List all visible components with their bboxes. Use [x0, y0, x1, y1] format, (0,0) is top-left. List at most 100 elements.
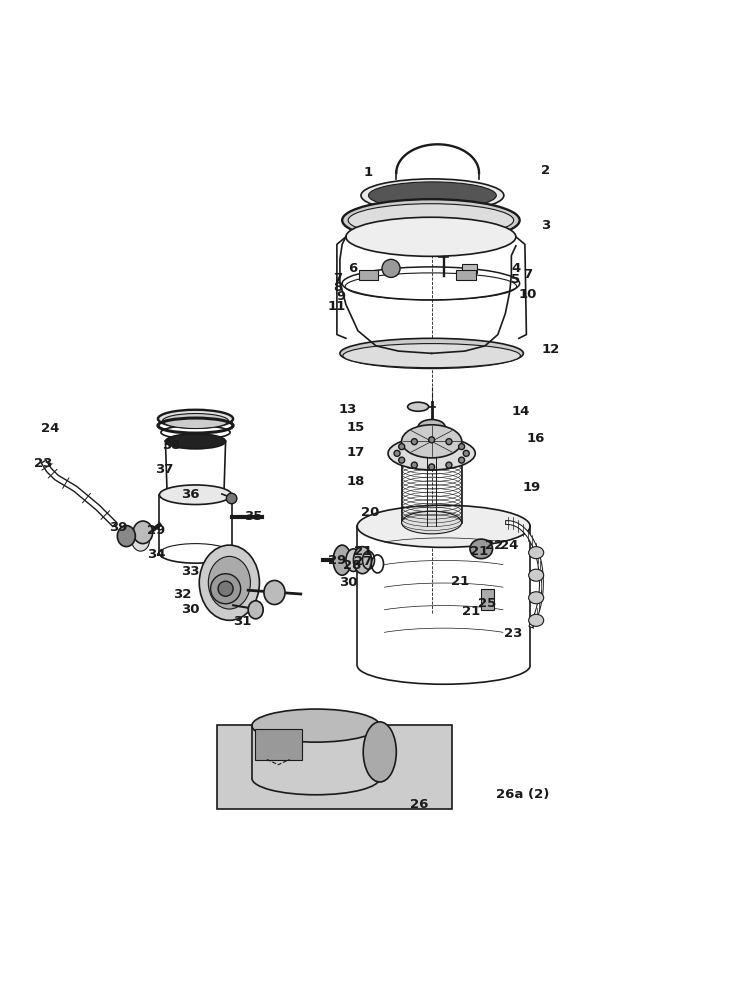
Text: 21: 21 [470, 545, 488, 558]
Circle shape [429, 464, 435, 470]
Ellipse shape [418, 420, 445, 435]
Ellipse shape [402, 511, 462, 534]
Text: 27: 27 [354, 555, 372, 568]
Ellipse shape [408, 402, 429, 411]
Text: 4: 4 [511, 262, 520, 275]
Ellipse shape [402, 447, 462, 470]
Text: 36: 36 [180, 488, 199, 501]
Text: 5: 5 [511, 273, 520, 286]
Circle shape [399, 457, 405, 463]
Ellipse shape [167, 486, 224, 499]
Text: 29: 29 [147, 524, 165, 537]
Ellipse shape [368, 182, 496, 209]
Text: 7: 7 [523, 268, 532, 281]
Ellipse shape [208, 556, 250, 609]
Text: 37: 37 [155, 463, 173, 476]
Circle shape [463, 450, 469, 456]
Ellipse shape [342, 199, 520, 241]
Text: 20: 20 [362, 506, 380, 519]
Text: 33: 33 [180, 565, 199, 578]
Circle shape [394, 450, 400, 456]
Text: 14: 14 [511, 405, 529, 418]
Circle shape [446, 462, 452, 468]
Ellipse shape [340, 338, 523, 368]
Ellipse shape [529, 569, 544, 581]
Text: 8: 8 [333, 281, 342, 294]
Ellipse shape [529, 614, 544, 626]
Circle shape [399, 444, 405, 450]
Ellipse shape [346, 217, 516, 256]
Text: 15: 15 [347, 421, 365, 434]
Text: 30: 30 [180, 603, 199, 616]
Ellipse shape [348, 204, 514, 237]
FancyBboxPatch shape [481, 589, 494, 610]
Text: 29: 29 [328, 554, 346, 567]
Text: 39: 39 [110, 521, 128, 534]
Text: 12: 12 [541, 343, 559, 356]
Text: 16: 16 [526, 432, 544, 445]
Circle shape [459, 457, 465, 463]
Ellipse shape [165, 434, 226, 449]
Ellipse shape [363, 722, 396, 782]
Ellipse shape [158, 410, 233, 428]
Ellipse shape [388, 437, 475, 470]
Ellipse shape [264, 580, 285, 605]
Text: 32: 32 [174, 587, 192, 600]
Text: 11: 11 [328, 300, 346, 313]
Text: 31: 31 [234, 615, 252, 628]
Text: 38: 38 [162, 439, 180, 452]
Text: 24: 24 [41, 422, 59, 435]
FancyBboxPatch shape [217, 725, 452, 809]
Text: 3: 3 [541, 219, 550, 232]
Ellipse shape [402, 425, 462, 458]
Text: 1: 1 [363, 166, 372, 179]
FancyBboxPatch shape [462, 264, 477, 273]
Circle shape [429, 437, 435, 443]
Text: 21: 21 [451, 575, 469, 588]
Text: 18: 18 [347, 475, 365, 488]
Ellipse shape [361, 179, 504, 212]
Text: 6: 6 [348, 262, 357, 275]
Text: 28: 28 [343, 559, 361, 572]
FancyBboxPatch shape [359, 270, 378, 280]
Text: 22: 22 [485, 539, 503, 552]
Circle shape [218, 581, 233, 596]
Circle shape [411, 439, 417, 445]
Text: 30: 30 [338, 576, 357, 589]
Text: 19: 19 [523, 481, 541, 494]
Text: 35: 35 [244, 510, 262, 523]
Text: 34: 34 [147, 548, 165, 561]
Ellipse shape [346, 549, 361, 571]
Circle shape [382, 259, 400, 277]
Ellipse shape [199, 545, 259, 620]
Text: 10: 10 [519, 288, 537, 301]
Text: 25: 25 [478, 597, 496, 610]
Text: 21: 21 [354, 545, 372, 558]
Circle shape [411, 462, 417, 468]
Text: 7: 7 [333, 272, 342, 285]
Ellipse shape [132, 529, 150, 551]
FancyBboxPatch shape [456, 270, 476, 280]
Ellipse shape [470, 539, 493, 559]
Text: 9: 9 [337, 290, 346, 303]
Circle shape [459, 444, 465, 450]
Text: 13: 13 [339, 403, 357, 416]
Text: 26: 26 [410, 798, 428, 811]
Ellipse shape [333, 545, 351, 575]
Ellipse shape [529, 547, 544, 559]
Ellipse shape [117, 526, 135, 547]
Text: 2: 2 [541, 164, 550, 177]
Ellipse shape [248, 601, 263, 619]
Ellipse shape [159, 485, 232, 505]
Ellipse shape [162, 414, 229, 429]
Text: 23: 23 [34, 457, 52, 470]
Circle shape [226, 493, 237, 504]
Ellipse shape [133, 521, 153, 544]
Ellipse shape [343, 344, 520, 368]
Circle shape [446, 439, 452, 445]
Text: 23: 23 [504, 627, 522, 640]
Circle shape [211, 574, 241, 604]
Ellipse shape [357, 505, 530, 547]
Ellipse shape [529, 592, 544, 604]
Text: 24: 24 [500, 539, 518, 552]
